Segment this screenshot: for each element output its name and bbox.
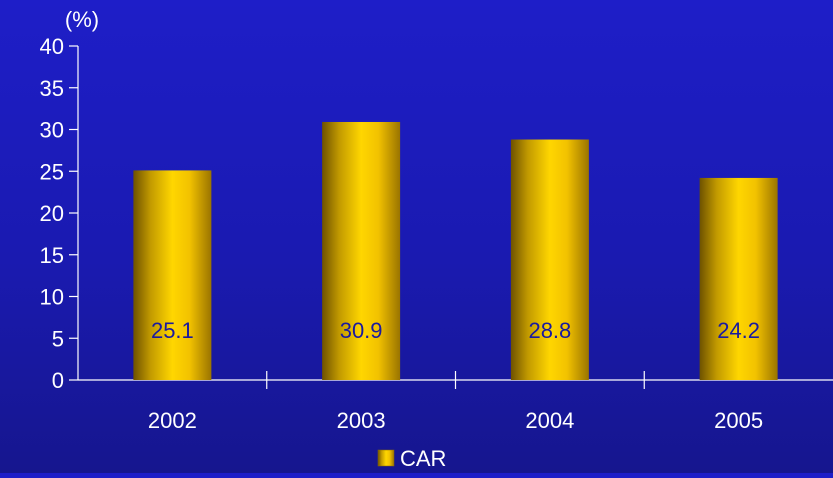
bar-2003 (322, 121, 401, 381)
legend-swatch (377, 449, 395, 467)
y-tick-label: 5 (52, 326, 64, 351)
y-tick-label: 15 (40, 243, 64, 268)
axes: 0 5 10 15 20 25 30 35 40(%) (40, 7, 833, 393)
bars (133, 121, 778, 381)
y-tick-label: 35 (40, 76, 64, 101)
bar-2004 (510, 139, 589, 380)
data-label: 25.1 (151, 318, 194, 343)
legend-label: CAR (400, 446, 446, 471)
data-label: 24.2 (717, 318, 760, 343)
bar-2002 (133, 170, 212, 380)
labels: 2002 25.1 2003 30.9 2004 28.8 2005 24.2 CAR (148, 318, 763, 471)
y-tick-label: 40 (40, 34, 64, 59)
y-axis-unit-label: (%) (65, 7, 99, 32)
x-tick-label: 2002 (148, 408, 197, 433)
legend: CAR (377, 446, 446, 471)
bar-2005 (699, 177, 778, 380)
y-tick-label: 30 (40, 118, 64, 143)
x-tick-label: 2003 (337, 408, 386, 433)
x-tick-label: 2005 (714, 408, 763, 433)
y-tick-label: 25 (40, 159, 64, 184)
data-label: 28.8 (528, 318, 571, 343)
y-tick-label: 0 (52, 368, 64, 393)
y-tick-label: 20 (40, 201, 64, 226)
x-tick-label: 2004 (525, 408, 574, 433)
y-tick-label: 10 (40, 285, 64, 310)
data-label: 30.9 (340, 318, 383, 343)
